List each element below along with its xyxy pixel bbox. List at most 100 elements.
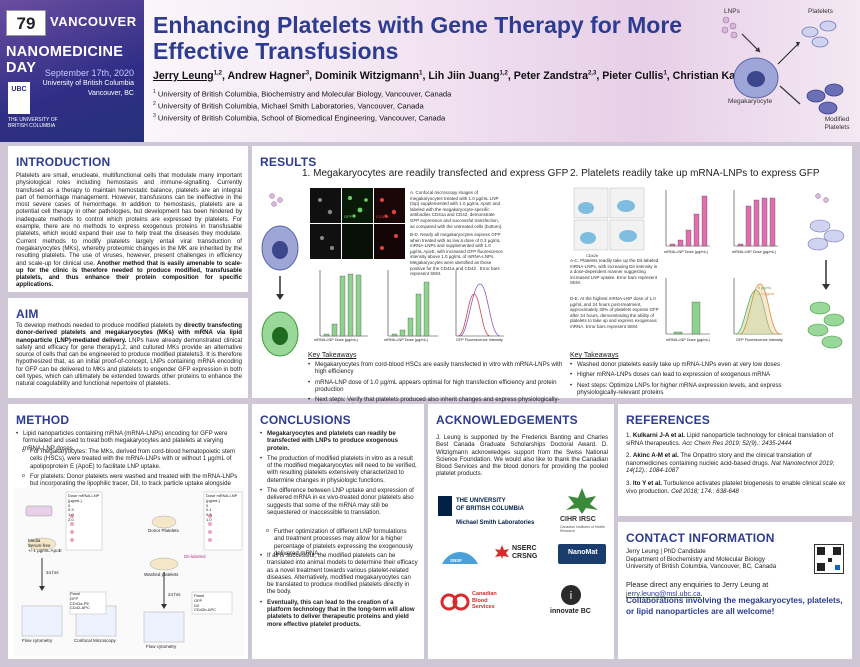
introduction-text: Platelets are small, enucleate, multifun… bbox=[16, 172, 242, 289]
list-item: Megakaryocytes and platelets can readily… bbox=[260, 430, 418, 452]
axis-dose-2d: mRNA-LNP Dose (µg/mL) bbox=[666, 338, 710, 342]
method-dose-1: Dose mRNA-LNP (µg/mL) 0 0.3 1.0 2.0 bbox=[68, 493, 100, 522]
legend-1: 1.0 µg/mL bbox=[758, 292, 775, 296]
axis-dose-2: mRNA-LNP Dose (µg/mL) bbox=[384, 338, 428, 342]
list-item: mRNA-LNP dose of 1.0 µg/mL appears optim… bbox=[308, 379, 570, 394]
author-list: Jerry Leung1,2, Andrew Hagner3, Dominik … bbox=[153, 70, 770, 82]
method-dii-labeled: DiI-labeled bbox=[184, 554, 206, 559]
brand-main: NANOMEDICINE DAY bbox=[6, 44, 124, 76]
references-title: REFERENCES bbox=[626, 413, 711, 427]
chart-1b bbox=[319, 270, 368, 337]
reference-item: 3. Ito Y et al. Turbulence activates pla… bbox=[626, 479, 846, 495]
references-list: 1. Kulkarni J-A et al. Lipid nanoparticl… bbox=[626, 432, 846, 500]
confocal-images bbox=[310, 188, 406, 260]
chart-1d bbox=[455, 270, 504, 337]
method-title: METHOD bbox=[16, 413, 70, 427]
cbs-logo-text: Canadian Blood Services bbox=[472, 591, 497, 610]
method-media: Media Serum-free +/-1 µg/mL ApoE bbox=[28, 538, 62, 553]
megakaryocyte-schematic bbox=[261, 193, 299, 357]
results-subtitle-1: 1. Megakaryocytes are readily transfecte… bbox=[302, 168, 569, 179]
method-washed: Washed platelets bbox=[144, 572, 179, 577]
label-platelets: Platelets bbox=[808, 8, 833, 15]
ubc-logo-text: THE UNIVERSITY OF BRITISH COLUMBIA bbox=[8, 117, 58, 129]
conclusions-panel: CONCLUSIONS Megakaryocytes and platelets… bbox=[252, 404, 424, 659]
label-modified-platelets: Modified Platelets bbox=[824, 116, 850, 131]
conference-brand: 79 VANCOUVER NANOMEDICINE DAY September … bbox=[0, 0, 144, 142]
svg-text:i: i bbox=[570, 590, 572, 602]
innovate-bc-logo: i innovate BC bbox=[550, 584, 610, 624]
results-title: RESULTS bbox=[260, 155, 317, 169]
label-megakaryocyte: Megakaryocyte bbox=[728, 98, 773, 105]
introduction-panel: INTRODUCTION Platelets are small, enucle… bbox=[8, 146, 248, 292]
method-dose-2: Dose mRNA-LNP (µg/mL) 0 0.1 0.3 1.0 bbox=[206, 493, 238, 522]
canadian-blood-services-logo: Canadian Blood Services bbox=[440, 590, 520, 620]
conclusions-title: CONCLUSIONS bbox=[260, 413, 351, 427]
chart-2d bbox=[665, 278, 710, 335]
reference-item: 1. Kulkarni J-A et al. Lipid nanoparticl… bbox=[626, 432, 834, 447]
affiliation-2: 2 University of British Columbia, Michae… bbox=[153, 101, 424, 111]
chart-2a-flow-plots bbox=[573, 187, 645, 251]
label-cd41a: CD41a bbox=[376, 214, 389, 219]
brand-city: Vancouver, BC bbox=[87, 90, 134, 97]
list-item: For megakaryocytes: The MKs, derived fro… bbox=[16, 448, 242, 470]
platelet-schematic bbox=[807, 193, 845, 349]
cihr-logo-text: CIHR IRSC bbox=[560, 516, 596, 523]
caption-1b: B-D. Nearly all megakaryocytes express G… bbox=[410, 232, 503, 277]
acknowledgements-title: ACKNOWLEDGEMENTS bbox=[436, 413, 578, 427]
snsf-logo: SNSF bbox=[440, 544, 480, 566]
contact-name: Jerry Leung | PhD Candidate bbox=[626, 548, 706, 555]
poster-title: Enhancing Platelets with Gene Therapy fo… bbox=[153, 12, 683, 64]
legend-0: 0 µg/mL bbox=[758, 286, 772, 290]
list-item: Eventually, this can lead to the creatio… bbox=[260, 599, 418, 628]
qr-code bbox=[814, 544, 844, 574]
introduction-title: INTRODUCTION bbox=[16, 155, 111, 169]
key-takeaways-2-title: Key Takeaways bbox=[570, 352, 619, 359]
contact-univ: University of British Columbia, Vancouve… bbox=[626, 563, 777, 571]
caption-1a: A. Confocal microscopy images of megakar… bbox=[410, 190, 503, 229]
method-confocal: Confocal Microscopy bbox=[74, 638, 116, 643]
aim-title: AIM bbox=[16, 307, 39, 321]
author-name: Dominik Witzigmann1 bbox=[315, 70, 423, 82]
references-panel: REFERENCES 1. Kulkarni J-A et al. Lipid … bbox=[618, 404, 852, 516]
contact-details: Jerry Leung | PhD Candidate Department o… bbox=[626, 548, 796, 571]
caption-2b: D-E. At the highest mRNA-LNP dose of 1.0… bbox=[570, 296, 659, 329]
contact-dept: Department of Biochemistry and Molecular… bbox=[626, 555, 765, 563]
crsng-logo-text: CRSNG bbox=[512, 553, 538, 560]
axis-dose-2b: mRNA-LNP Dose (µg/mL) bbox=[664, 250, 708, 254]
reference-item: 2. Akinc A-M et al. The Onpattro story a… bbox=[626, 452, 835, 475]
contact-title: CONTACT INFORMATION bbox=[626, 531, 775, 545]
author-name: Jerry Leung1,2 bbox=[153, 70, 222, 82]
innovate-bc-logo-text: innovate BC bbox=[550, 608, 591, 615]
axis-dose-1: mRNA-LNP Dose (µg/mL) bbox=[314, 338, 358, 342]
method-panel: METHOD Lipid nanoparticles containing mR… bbox=[8, 404, 248, 659]
chart-2b bbox=[665, 190, 710, 247]
email-link[interactable]: jerry.leung@msl.ubc.ca bbox=[626, 589, 701, 598]
conclusions-list-2: If all is successful, the modified plate… bbox=[260, 552, 418, 631]
axis-gfp-2e: GFP Fluorescence Intensity bbox=[736, 338, 783, 342]
axis-dose-2c: mRNA-LNP Dose (µg/mL) bbox=[732, 250, 776, 254]
results-1-charts bbox=[319, 270, 504, 337]
axis-gfp-intensity: GFP Fluorescence Intensity bbox=[456, 338, 503, 342]
ubc-logo-line-2: OF BRITISH COLUMBIA bbox=[456, 506, 524, 512]
nanomat-logo: NanoMat bbox=[558, 544, 606, 564]
cihr-logo: CIHR IRSC Canadian Institutes of Health … bbox=[556, 486, 608, 538]
header-schematic: LNPs Platelets Megakaryocyte Modified Pl… bbox=[720, 4, 856, 138]
acknowledgements-text: J. Leung is supported by the Frederick B… bbox=[436, 434, 608, 478]
brand-university: University of British Columbia bbox=[42, 80, 134, 87]
aim-panel: AIM To develop methods needed to produce… bbox=[8, 298, 248, 398]
caption-2a: A-C. Platelets readily take up the DiI-l… bbox=[570, 258, 659, 286]
list-item: The production of modified platelets in … bbox=[260, 455, 418, 484]
method-panel-1: Panel GFP CD41a-PE CD42-APC bbox=[70, 591, 90, 611]
contact-panel: CONTACT INFORMATION Jerry Leung | PhD Ca… bbox=[618, 522, 852, 659]
poster-header: 79 VANCOUVER NANOMEDICINE DAY September … bbox=[0, 0, 860, 142]
results-panel: RESULTS 1. Megakaryocytes are readily tr… bbox=[252, 146, 852, 410]
chart-2e bbox=[733, 278, 782, 335]
method-donor: Donor Platelets bbox=[148, 528, 179, 533]
contact-collab: Collaborations involving the megakaryocy… bbox=[626, 596, 843, 616]
snsf-logo-text: SNSF bbox=[450, 558, 463, 563]
method-flow-2: Flow cytometry bbox=[146, 644, 177, 649]
msl-logo-text: Michael Smith Laboratories bbox=[456, 520, 535, 526]
chart-1c bbox=[387, 270, 438, 337]
contact-enquiry: Please direct any enquiries to Jerry Leu… bbox=[626, 580, 769, 598]
brand-top: VANCOUVER bbox=[50, 14, 137, 29]
